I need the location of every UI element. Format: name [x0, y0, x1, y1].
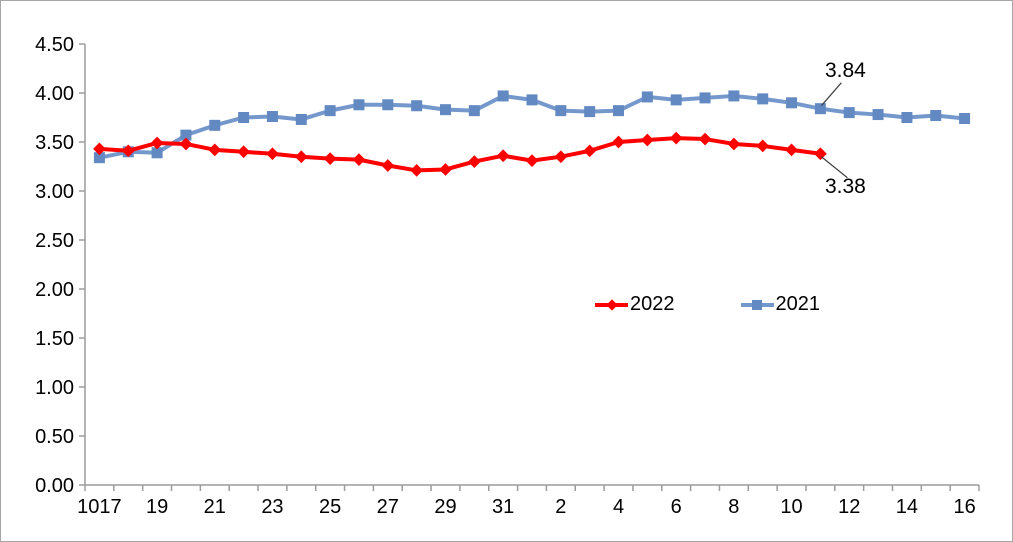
data-point-2022 — [612, 135, 625, 149]
y-tick-label: 0.50 — [35, 426, 74, 448]
data-point-2022 — [727, 137, 741, 151]
data-point-2021 — [613, 105, 625, 117]
data-point-2021 — [266, 111, 278, 123]
x-tick-label: 21 — [204, 496, 226, 518]
y-tick-label: 2.00 — [35, 279, 74, 301]
x-tick-label: 16 — [953, 496, 975, 518]
legend-label-2022: 2022 — [630, 293, 675, 315]
data-point-2022 — [381, 159, 395, 172]
data-point-2022 — [640, 133, 654, 147]
data-point-2022 — [150, 136, 164, 150]
data-point-2021 — [728, 90, 740, 102]
data-point-2022 — [266, 147, 279, 161]
data-point-2022 — [323, 152, 337, 166]
x-tick-label: 14 — [896, 496, 918, 518]
y-tick-label: 1.00 — [35, 377, 74, 399]
annotation-2022-last-value: 3.38 — [824, 174, 866, 198]
data-point-2022 — [669, 131, 683, 145]
y-tick-label: 4.50 — [35, 34, 74, 56]
y-tick-label: 2.50 — [35, 230, 74, 252]
data-point-2021 — [151, 147, 163, 159]
annotation-leader-line — [821, 156, 848, 179]
data-point-2021 — [814, 103, 826, 115]
legend-item-2021: 2021 — [740, 293, 821, 316]
data-point-2021 — [786, 97, 798, 109]
data-point-2021 — [209, 119, 221, 131]
data-point-2022 — [496, 149, 510, 163]
data-point-2021 — [959, 112, 971, 124]
chart-legend: 2022 2021 — [595, 293, 820, 316]
data-point-2022 — [208, 143, 222, 157]
series-line-2022 — [99, 136, 821, 173]
data-point-2022 — [525, 154, 539, 167]
square-marker-icon — [752, 299, 762, 310]
data-point-2021 — [93, 152, 105, 164]
data-point-2021 — [382, 99, 394, 111]
y-tick-label: 3.00 — [35, 181, 74, 203]
x-tick-label: 1017 — [77, 496, 122, 518]
data-point-2022 — [294, 150, 308, 164]
x-tick-label: 2 — [555, 496, 566, 518]
legend-label-2021: 2021 — [775, 293, 821, 315]
data-point-2022 — [785, 143, 798, 157]
x-tick-label: 19 — [146, 496, 168, 518]
data-point-2021 — [641, 91, 653, 103]
y-tick-label: 3.50 — [35, 132, 74, 154]
x-tick-label: 25 — [319, 496, 341, 518]
data-point-2021 — [468, 105, 480, 117]
x-tick-label: 12 — [838, 496, 860, 518]
data-point-2022 — [814, 147, 827, 161]
data-point-2021 — [411, 100, 423, 112]
data-point-2021 — [699, 92, 711, 104]
data-point-2021 — [757, 93, 769, 105]
data-point-2022 — [410, 164, 424, 177]
x-tick-label: 6 — [671, 496, 682, 518]
data-point-2022 — [467, 155, 481, 168]
data-point-2021 — [526, 94, 538, 106]
data-point-2022 — [554, 150, 568, 164]
data-point-2021 — [843, 107, 855, 119]
y-tick-label: 1.50 — [35, 328, 74, 350]
legend-swatch-2021 — [740, 299, 774, 310]
annotation-leader-line — [820, 82, 842, 107]
data-point-2021 — [238, 112, 250, 123]
data-point-2021 — [901, 112, 913, 123]
x-tick-label: 4 — [613, 496, 624, 518]
data-point-2022 — [756, 139, 770, 153]
data-point-2022 — [583, 144, 597, 158]
y-tick-label: 0.00 — [35, 475, 74, 497]
legend-item-2022: 2022 — [595, 293, 675, 316]
y-tick-label: 4.00 — [35, 83, 74, 105]
data-point-2022 — [179, 137, 193, 151]
data-point-2021 — [295, 113, 307, 125]
data-point-2021 — [180, 129, 192, 141]
data-point-2021 — [497, 90, 509, 102]
data-point-2022 — [352, 153, 366, 167]
data-point-2021 — [324, 105, 336, 117]
x-tick-label: 23 — [261, 496, 283, 518]
x-tick-label: 31 — [492, 496, 514, 518]
x-tick-label: 29 — [434, 496, 456, 518]
legend-swatch-2022 — [595, 298, 628, 311]
data-point-2021 — [872, 109, 884, 121]
data-point-2022 — [93, 142, 106, 156]
data-point-2021 — [930, 110, 942, 122]
data-point-2021 — [584, 106, 596, 118]
data-point-2021 — [670, 94, 682, 106]
data-point-2022 — [237, 145, 250, 159]
annotation-2021-last-value: 3.84 — [824, 58, 866, 82]
x-tick-label: 27 — [377, 496, 399, 518]
data-point-2021 — [439, 104, 451, 116]
x-tick-label: 8 — [728, 496, 739, 518]
data-point-2022 — [698, 132, 712, 146]
data-point-2022 — [439, 163, 452, 176]
data-point-2021 — [353, 99, 365, 111]
x-tick-label: 10 — [780, 496, 802, 518]
data-point-2021 — [555, 105, 567, 117]
data-point-2022 — [121, 144, 135, 158]
diamond-marker-icon — [605, 298, 618, 311]
